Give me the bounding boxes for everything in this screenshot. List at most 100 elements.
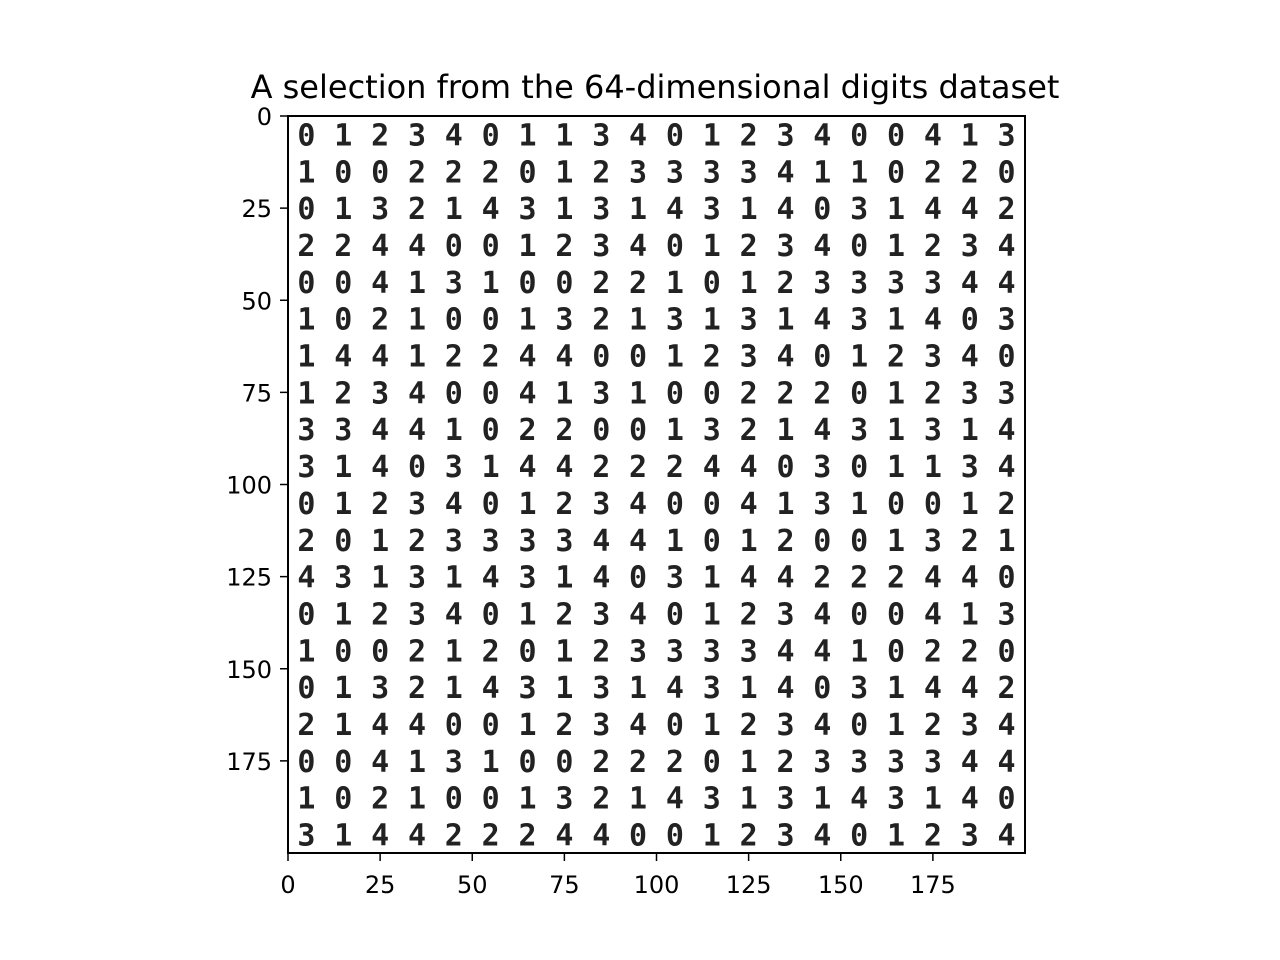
digit-tile: 1	[445, 413, 463, 448]
digit-tile: 3	[887, 745, 905, 780]
digit-tile: 2	[740, 118, 758, 153]
digit-tile: 0	[850, 229, 868, 264]
digit-tile: 2	[445, 819, 463, 854]
digit-tile: 0	[445, 376, 463, 411]
digit-tile: 3	[666, 155, 684, 190]
digit-tile: 1	[887, 708, 905, 743]
digit-tile: 1	[850, 634, 868, 669]
digit-tile: 1	[703, 229, 721, 264]
digit-tile: 4	[998, 450, 1016, 485]
digit-tile: 0	[408, 450, 426, 485]
digit-tile: 3	[555, 782, 573, 817]
digit-tile: 2	[518, 413, 536, 448]
digit-tile: 4	[924, 118, 942, 153]
digit-tile: 3	[592, 708, 610, 743]
digit-tile: 3	[445, 745, 463, 780]
digit-tile: 3	[408, 118, 426, 153]
digit-tile: 2	[924, 819, 942, 854]
digit-tile: 0	[703, 266, 721, 301]
digit-tile: 2	[666, 745, 684, 780]
digit-tile: 3	[961, 450, 979, 485]
digit-tile: 3	[371, 671, 389, 706]
digit-tile: 1	[887, 524, 905, 559]
digit-tile: 0	[482, 376, 500, 411]
digit-tile: 2	[371, 782, 389, 817]
digit-tile: 3	[924, 340, 942, 375]
digit-tile: 3	[924, 745, 942, 780]
digit-tile: 2	[776, 376, 794, 411]
digit-tile: 3	[445, 266, 463, 301]
digit-tile: 1	[334, 192, 352, 227]
digit-tile: 1	[297, 376, 315, 411]
digit-tile: 2	[371, 487, 389, 522]
digit-tile: 2	[629, 266, 647, 301]
digit-tile: 2	[666, 450, 684, 485]
digit-tile: 4	[482, 192, 500, 227]
digit-tile: 1	[518, 229, 536, 264]
digit-tile: 1	[445, 192, 463, 227]
digit-tile: 3	[776, 819, 794, 854]
digit-tile: 3	[703, 413, 721, 448]
digit-tile: 1	[482, 745, 500, 780]
digit-tile: 4	[813, 413, 831, 448]
digit-tile: 1	[776, 303, 794, 338]
digit-tile: 2	[371, 118, 389, 153]
digit-tile: 4	[408, 376, 426, 411]
digit-tile: 2	[592, 155, 610, 190]
digit-tile: 1	[334, 450, 352, 485]
digit-tile: 1	[334, 597, 352, 632]
digit-tile: 1	[961, 118, 979, 153]
digit-tile: 2	[371, 597, 389, 632]
digit-tile: 3	[850, 671, 868, 706]
digit-tile: 2	[482, 155, 500, 190]
digit-tile: 1	[887, 671, 905, 706]
digit-tile: 3	[703, 671, 721, 706]
digit-tile: 0	[482, 118, 500, 153]
digit-tile: 3	[813, 266, 831, 301]
digit-tile: 4	[776, 192, 794, 227]
digit-tile: 3	[924, 524, 942, 559]
digit-tile: 4	[961, 782, 979, 817]
x-tick-label: 100	[634, 871, 680, 899]
digit-tile: 2	[998, 671, 1016, 706]
digit-tile: 0	[297, 671, 315, 706]
digit-tile: 1	[703, 708, 721, 743]
digit-tile: 4	[776, 340, 794, 375]
digit-tile: 0	[703, 376, 721, 411]
digit-tile: 1	[297, 340, 315, 375]
digit-tile: 3	[371, 192, 389, 227]
digit-tile: 4	[445, 487, 463, 522]
digit-tile: 2	[592, 634, 610, 669]
digit-tile: 4	[629, 708, 647, 743]
digit-tile: 2	[555, 413, 573, 448]
digit-tile: 4	[961, 561, 979, 596]
digit-tile: 4	[445, 597, 463, 632]
digit-tile: 1	[297, 155, 315, 190]
digit-tile: 1	[740, 524, 758, 559]
x-tick-label: 0	[280, 871, 295, 899]
digit-tile: 4	[813, 597, 831, 632]
digit-tile: 1	[555, 561, 573, 596]
digit-tile: 4	[371, 708, 389, 743]
digit-tile: 0	[371, 634, 389, 669]
digit-tile: 2	[740, 597, 758, 632]
digit-tile: 2	[740, 376, 758, 411]
digit-tile: 2	[555, 708, 573, 743]
digit-tile: 2	[297, 524, 315, 559]
digit-tile: 4	[629, 524, 647, 559]
digit-tile: 0	[666, 708, 684, 743]
digit-tile: 4	[371, 450, 389, 485]
digit-tile: 3	[961, 229, 979, 264]
digit-tile: 2	[740, 819, 758, 854]
digit-tile: 0	[850, 376, 868, 411]
digit-tile: 2	[592, 303, 610, 338]
digit-tile: 1	[629, 671, 647, 706]
digit-tile: 1	[482, 450, 500, 485]
digit-tile: 3	[776, 708, 794, 743]
digit-tile: 1	[555, 118, 573, 153]
digit-tile: 0	[592, 340, 610, 375]
digit-tile: 1	[629, 782, 647, 817]
digit-tile: 4	[629, 487, 647, 522]
digit-tile: 1	[740, 782, 758, 817]
